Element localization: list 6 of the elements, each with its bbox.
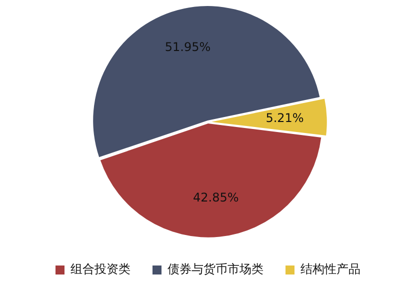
legend-label: 结构性产品	[300, 262, 360, 276]
data-label: 42.85%	[192, 190, 239, 205]
legend-label: 组合投资类	[70, 262, 130, 276]
legend-label: 债券与货币市场类	[168, 262, 264, 276]
data-label: 51.95%	[164, 40, 211, 54]
data-label: 5.21%	[266, 110, 304, 125]
